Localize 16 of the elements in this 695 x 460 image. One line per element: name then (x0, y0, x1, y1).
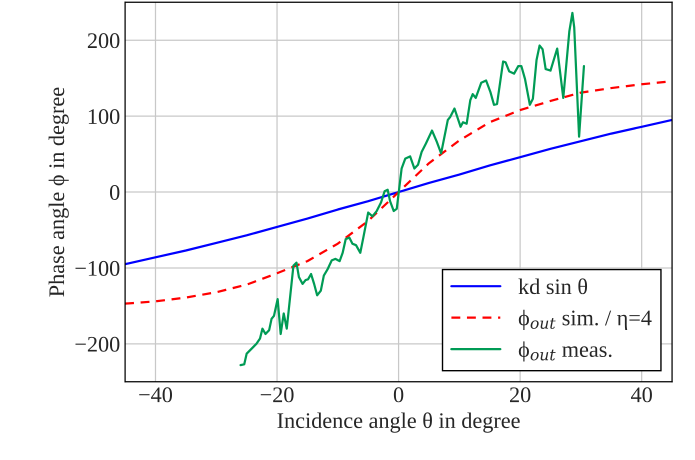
y-tick-label: −200 (75, 336, 120, 352)
x-tick-label: −40 (139, 387, 172, 402)
x-tick-label: −20 (260, 387, 294, 402)
legend-label: kd sin θ (518, 278, 588, 294)
y-tick-label: 100 (88, 109, 120, 124)
x-tick-label: 20 (510, 387, 530, 402)
x-axis-title: Incidence angle θ in degree (277, 412, 520, 433)
y-tick-label: 200 (88, 33, 120, 48)
legend-label: ϕ$_{out}$ meas. (518, 341, 612, 362)
legend-label: ϕ$_{out}$ sim. / η=4 (518, 310, 652, 330)
line-series (125, 118, 672, 266)
x-tick-label: 0 (394, 387, 404, 402)
x-tick-label: 40 (631, 387, 652, 402)
y-axis-title: Phase angle ϕ in degree (48, 88, 69, 297)
y-tick-label: −100 (75, 260, 120, 276)
y-tick-label: 0 (110, 184, 120, 200)
